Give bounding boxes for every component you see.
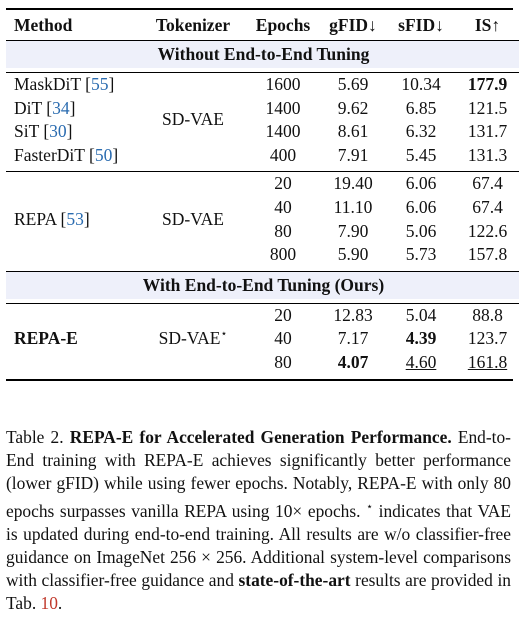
is-cell: 177.9: [467, 74, 508, 94]
section-title: Without End-to-End Tuning: [6, 40, 519, 68]
is-cell: 123.7: [467, 328, 508, 349]
header-tokenizer: Tokenizer: [155, 15, 231, 35]
sfid-cell: 5.04: [405, 304, 437, 325]
table-reference-link[interactable]: 10: [40, 593, 58, 614]
table-row: 40 7.17 4.39 123.7: [6, 327, 519, 351]
table-row: 80 7.90 5.06 122.6: [6, 220, 519, 244]
gfid-cell: 7.17: [337, 328, 369, 349]
header-is: IS↑: [474, 15, 501, 35]
gfid-cell: 9.62: [337, 97, 369, 118]
epochs-cell: 40: [274, 196, 292, 217]
sfid-cell: 6.06: [388, 171, 454, 196]
sfid-cell: 6.32: [405, 121, 437, 142]
epochs-cell: 800: [269, 244, 297, 265]
is-cell: 122.6: [467, 220, 508, 241]
table-caption: Table 2. REPA-E for Accelerated Generati…: [6, 426, 511, 615]
sfid-cell: 10.34: [401, 74, 441, 94]
gfid-cell: 11.10: [333, 196, 373, 217]
gfid-cell: 8.61: [337, 121, 369, 142]
is-cell: 157.8: [467, 244, 508, 265]
caption-label: Table 2.: [6, 427, 64, 447]
is-cell: 88.8: [472, 304, 503, 325]
section-with-tuning: With End-to-End Tuning (Ours): [6, 270, 519, 299]
epochs-cell: 40: [274, 328, 292, 349]
citation-link[interactable]: 50: [94, 144, 113, 165]
is-cell: 131.3: [467, 144, 508, 165]
method-name: DiT: [14, 97, 42, 118]
table-row: SiT [30] 1400 8.61 6.32 131.7: [6, 120, 519, 144]
is-cell: 121.5: [467, 97, 508, 118]
table-row: 80 4.07 4.60 161.8: [6, 351, 519, 375]
header-sfid: sFID↓: [398, 15, 444, 35]
method-name: FasterDiT: [14, 144, 85, 165]
table-row: REPA-E SD-VAE⋆ 20 12.83 5.04 88.8: [6, 303, 519, 349]
gfid-cell: 7.90: [337, 220, 369, 241]
epochs-cell: 80: [274, 220, 292, 241]
epochs-cell: 1400: [265, 97, 301, 118]
caption-title: REPA-E for Accelerated Generation Perfor…: [69, 427, 452, 447]
sfid-cell: 5.73: [405, 244, 437, 265]
caption-text: indicates that VAE is updated during end…: [6, 500, 511, 591]
epochs-cell: 400: [269, 144, 297, 165]
table-row: MaskDiT [55] SD-VAE 1600 5.69 10.34 177.…: [6, 73, 519, 129]
gfid-cell: 4.07: [337, 351, 369, 372]
section-without-tuning: Without End-to-End Tuning: [6, 40, 519, 68]
tokenizer-cell: SD-VAE: [162, 109, 224, 130]
gfid-cell: 12.83: [333, 304, 373, 325]
epochs-cell: 1600: [265, 74, 301, 94]
tokenizer-cell: SD-VAE: [158, 328, 221, 349]
gfid-cell: 7.91: [337, 144, 369, 165]
results-table-container: Method Tokenizer Epochs gFID↓ sFID↓ IS↑ …: [6, 8, 519, 381]
gfid-cell: 5.69: [337, 74, 369, 94]
table-row: DiT [34] 1400 9.62 6.85 121.5: [6, 97, 519, 121]
is-cell: 67.4: [472, 196, 503, 217]
is-cell: 131.7: [467, 121, 508, 142]
caption-text: results are provided in Tab.: [6, 570, 511, 614]
header-epochs: Epochs: [255, 15, 311, 35]
caption-text: End-to-End training with REPA-E achieves…: [6, 427, 511, 521]
section-title: With End-to-End Tuning (Ours): [6, 270, 519, 299]
sfid-cell: 5.45: [405, 144, 437, 165]
epochs-cell: 20: [248, 171, 318, 196]
sfid-cell: 4.60: [405, 351, 437, 372]
top-rule: [6, 8, 513, 10]
header-method: Method: [14, 15, 73, 35]
table-row: REPA [53] SD-VAE 20 19.40 6.06 67.4: [6, 171, 519, 267]
method-name: REPA-E: [14, 328, 78, 349]
gfid-cell: 19.40: [318, 171, 388, 196]
sfid-cell: 5.06: [405, 220, 437, 241]
citation-link[interactable]: 55: [90, 74, 109, 94]
table-row: 40 11.10 6.06 67.4: [6, 196, 519, 220]
epochs-cell: 20: [274, 304, 292, 325]
epochs-cell: 80: [274, 351, 292, 372]
bottom-rule: [6, 378, 513, 381]
citation-link[interactable]: 34: [52, 97, 70, 118]
citation-link[interactable]: 53: [66, 208, 84, 229]
star-mark: ⋆: [366, 500, 374, 513]
star-mark: ⋆: [220, 328, 228, 341]
sfid-cell: 6.85: [405, 97, 437, 118]
method-name: SiT: [14, 121, 39, 142]
is-cell: 67.4: [454, 171, 519, 196]
tokenizer-cell: SD-VAE: [138, 171, 248, 267]
caption-bold: state-of-the-art: [238, 570, 351, 591]
citation-link[interactable]: 30: [49, 121, 67, 142]
results-table: Method Tokenizer Epochs gFID↓ sFID↓ IS↑ …: [6, 10, 519, 379]
table-row: 800 5.90 5.73 157.8: [6, 243, 519, 267]
gfid-cell: 5.90: [337, 244, 369, 265]
table-row: FasterDiT [50] 400 7.91 5.45 131.3: [6, 144, 519, 168]
header-row: Method Tokenizer Epochs gFID↓ sFID↓ IS↑: [6, 10, 519, 41]
method-name: MaskDiT: [14, 74, 81, 94]
caption-end: .: [57, 593, 63, 614]
sfid-cell: 4.39: [405, 328, 437, 349]
sfid-cell: 6.06: [405, 196, 437, 217]
is-cell: 161.8: [467, 351, 508, 372]
epochs-cell: 1400: [265, 121, 301, 142]
header-gfid: gFID↓: [329, 15, 377, 35]
method-name: REPA: [14, 208, 57, 229]
